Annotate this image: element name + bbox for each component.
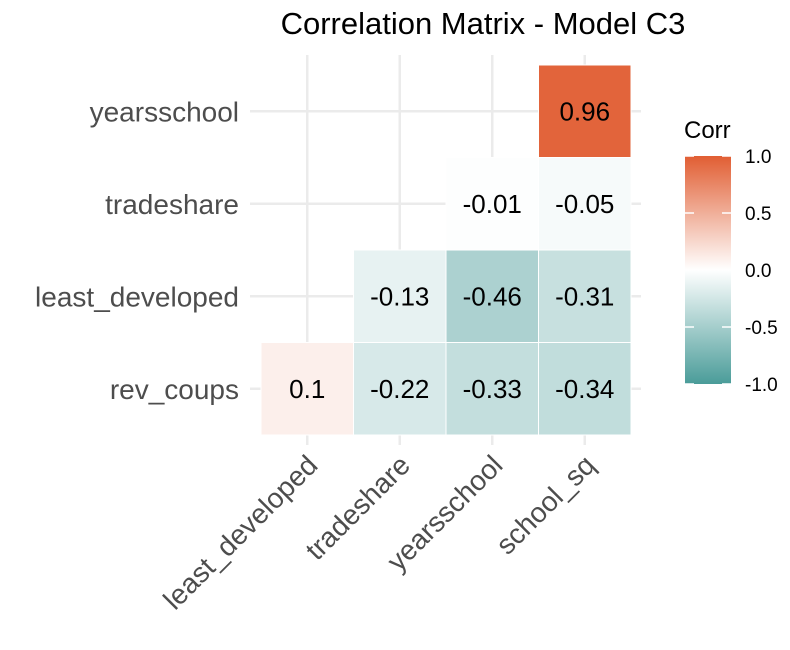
legend-tick-label: -0.5 bbox=[745, 318, 778, 339]
legend-tick-label: 0.0 bbox=[745, 261, 771, 282]
legend-tick-label: 1.0 bbox=[745, 147, 771, 168]
y-tick-label: tradeshare bbox=[105, 189, 239, 220]
y-tick-label: rev_coups bbox=[110, 374, 239, 405]
heatmap-cell bbox=[538, 64, 632, 158]
cell-value-label: -0.34 bbox=[555, 374, 614, 404]
x-tick-label: school_sq bbox=[490, 449, 601, 560]
cell-value-label: -0.01 bbox=[463, 189, 522, 219]
legend-tick-label: -1.0 bbox=[745, 375, 778, 396]
heatmap-cells bbox=[260, 64, 632, 436]
heatmap-cell bbox=[538, 342, 632, 436]
cell-value-label: -0.05 bbox=[555, 189, 614, 219]
cell-labels: 0.1 -0.22 -0.33 -0.34 -0.13 -0.46 -0.31 -0.01 -0… bbox=[289, 96, 614, 404]
x-tick-label: least_developed bbox=[157, 449, 323, 615]
heatmap-cell bbox=[538, 157, 632, 251]
cell-value-label: -0.22 bbox=[370, 374, 429, 404]
cell-value-label: -0.31 bbox=[555, 281, 614, 311]
heatmap-cell bbox=[445, 342, 539, 436]
heatmap-cell bbox=[260, 342, 354, 436]
heatmap-cell bbox=[445, 157, 539, 251]
x-axis-labels: least_developedtradeshareyearsschoolscho… bbox=[157, 449, 601, 615]
cell-value-label: 0.96 bbox=[559, 96, 610, 126]
cell-value-label: 0.1 bbox=[289, 374, 325, 404]
chart-title: Correlation Matrix - Model C3 bbox=[281, 6, 686, 41]
legend-title: Corr bbox=[684, 117, 731, 144]
legend-tick-label: 0.5 bbox=[745, 204, 771, 225]
y-axis-labels: rev_coups least_developed tradeshare yearss… bbox=[35, 96, 239, 405]
cell-value-label: -0.46 bbox=[463, 281, 522, 311]
y-tick-label: least_developed bbox=[35, 281, 239, 312]
heatmap-cell bbox=[353, 342, 447, 436]
legend: Corr 1.0 0.5 0.0 -0.5 -1.0 bbox=[684, 117, 778, 396]
y-tick-label: yearsschool bbox=[90, 96, 239, 127]
cell-value-label: -0.13 bbox=[370, 281, 429, 311]
cell-value-label: -0.33 bbox=[463, 374, 522, 404]
legend-ticks: 1.0 0.5 0.0 -0.5 -1.0 bbox=[685, 147, 778, 396]
